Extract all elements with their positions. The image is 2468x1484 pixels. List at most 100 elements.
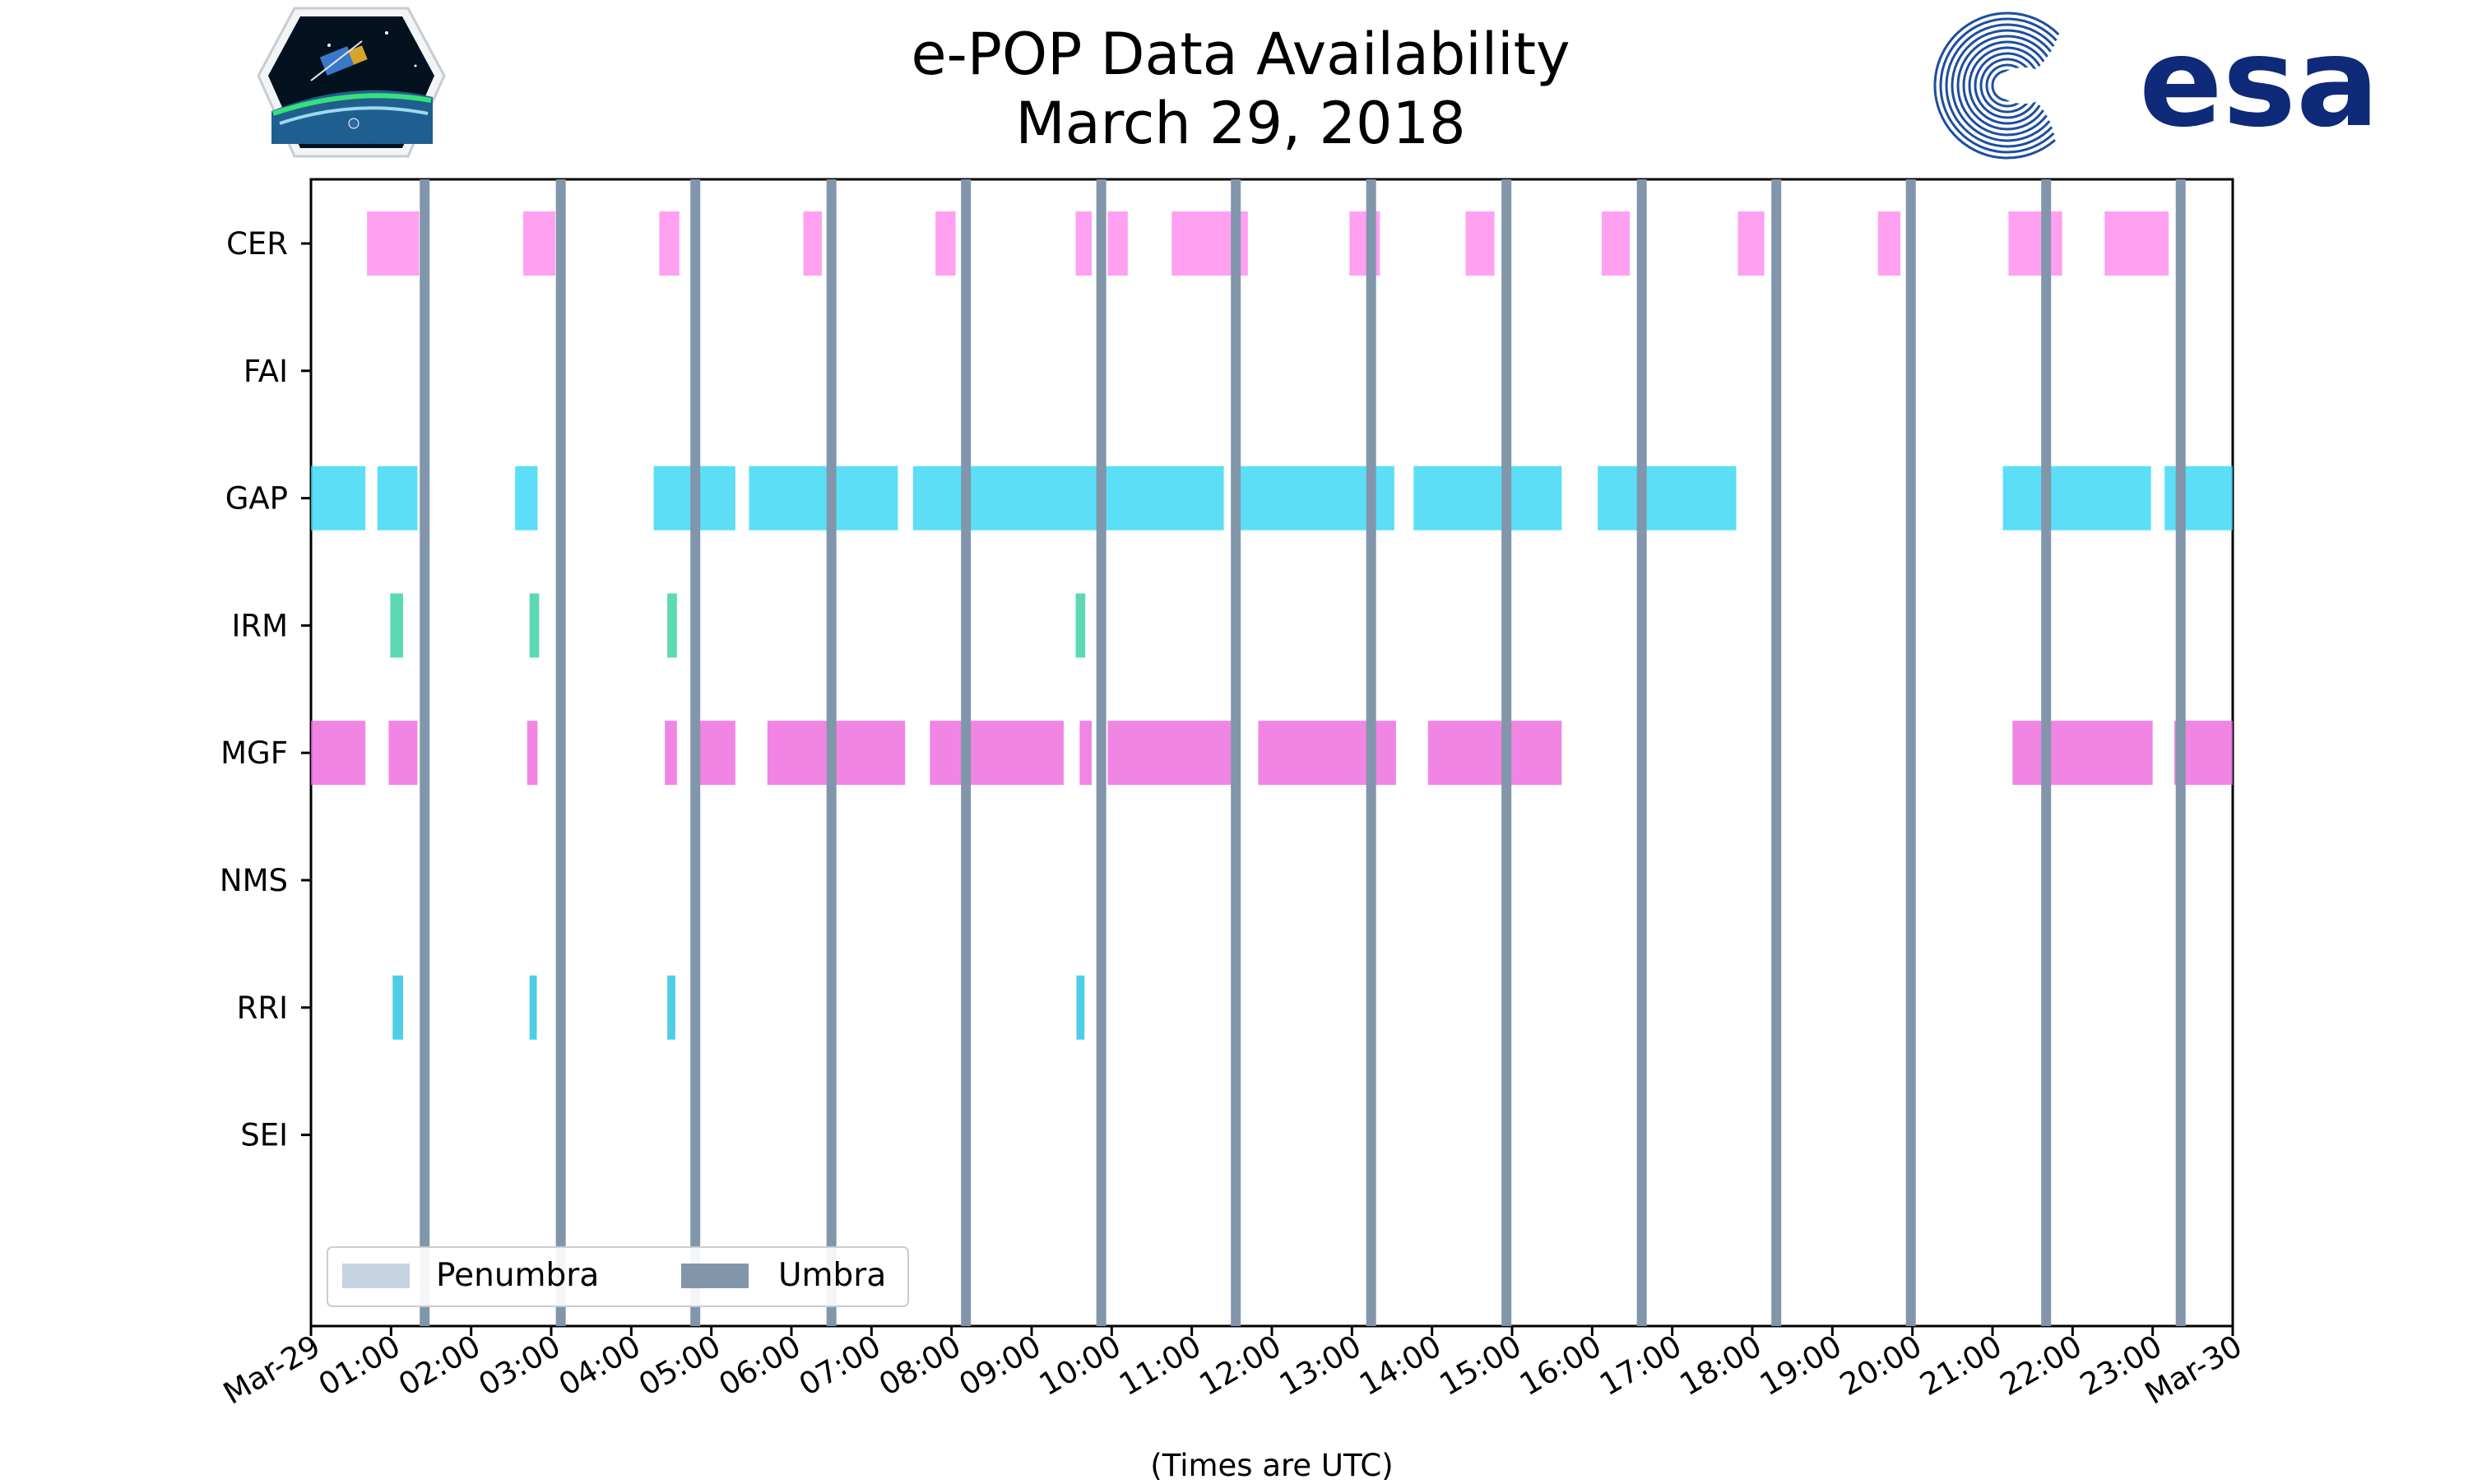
x-tick-label-2: 02:00 [392, 1329, 486, 1403]
bar-mgf-2 [527, 721, 538, 786]
y-tick-label-irm: IRM [231, 608, 288, 643]
x-axis: Mar-2901:0002:0003:0004:0005:0006:0007:0… [217, 1326, 2248, 1412]
bar-mgf-0 [311, 721, 366, 786]
bar-mgf-8 [1107, 721, 1232, 786]
umbra-line-12 [2041, 179, 2052, 1326]
umbra-line-7 [1366, 179, 1376, 1326]
bar-cer-13 [2008, 211, 2062, 276]
x-tick-label-12: 12:00 [1194, 1329, 1287, 1403]
esa-swirl-arc-6 [1956, 35, 2048, 137]
y-tick-label-rri: RRI [237, 990, 288, 1026]
x-tick-label-20: 20:00 [1834, 1329, 1928, 1403]
bar-cer-4 [935, 211, 956, 276]
umbra-line-0 [420, 179, 430, 1326]
x-tick-label-15: 15:00 [1434, 1329, 1528, 1403]
bar-gap-10 [2164, 466, 2233, 531]
y-tick-label-sei: SEI [240, 1118, 288, 1153]
bar-rri-0 [392, 975, 403, 1040]
umbra-line-11 [1905, 179, 1916, 1326]
bar-gap-5 [912, 466, 1224, 531]
bar-irm-3 [1075, 593, 1086, 658]
esa-swirl-arc-9 [1939, 17, 2057, 154]
x-tick-label-13: 13:00 [1273, 1329, 1367, 1403]
x-tick-label-6: 06:00 [713, 1329, 807, 1403]
cassiope-logo-text: CASSIOPE [329, 137, 373, 146]
esa-swirl-arc-4 [1968, 46, 2041, 125]
x-tick-label-5: 05:00 [633, 1329, 726, 1403]
availability-bars [311, 211, 2233, 1040]
legend-box [327, 1246, 909, 1307]
esa-swirl-arc-1 [1985, 63, 2028, 108]
esa-logo: esa [1933, 12, 2379, 160]
bar-gap-4 [749, 466, 898, 531]
x-tick-label-1: 01:00 [313, 1329, 406, 1403]
esa-swirl-arc-3 [1974, 52, 2037, 119]
x-tick-label-18: 18:00 [1674, 1329, 1768, 1403]
umbra-line-5 [1096, 179, 1106, 1326]
bar-mgf-4 [695, 721, 735, 786]
chart-title-line-1: e-POP Data Availability [911, 21, 1570, 88]
umbra-line-6 [1231, 179, 1241, 1326]
x-axis-label: (Times are UTC) [1150, 1448, 1393, 1481]
bar-irm-1 [529, 593, 540, 658]
esa-swirl-arc-8 [1945, 23, 2055, 148]
y-tick-label-mgf: MGF [220, 735, 288, 771]
x-tick-label-10: 10:00 [1033, 1329, 1127, 1403]
esa-swirl-arc-5 [1962, 40, 2045, 131]
bar-mgf-1 [388, 721, 418, 786]
bar-rri-3 [1076, 975, 1085, 1040]
umbra-line-1 [555, 179, 566, 1326]
umbra-line-8 [1501, 179, 1512, 1326]
umbra-line-4 [961, 179, 972, 1326]
bar-gap-1 [377, 466, 418, 531]
x-tick-label-21: 21:00 [1914, 1329, 2008, 1403]
bar-cer-12 [1877, 211, 1901, 276]
bar-gap-7 [1413, 466, 1562, 531]
bar-cer-11 [1737, 211, 1765, 276]
x-tick-label-22: 22:00 [1994, 1329, 2088, 1403]
legend-swatch-penumbra [342, 1264, 410, 1288]
y-tick-label-cer: CER [226, 226, 288, 262]
y-tick-label-fai: FAI [244, 354, 288, 389]
umbra-line-9 [1636, 179, 1647, 1326]
x-tick-label-4: 04:00 [553, 1329, 647, 1403]
bar-gap-8 [1598, 466, 1737, 531]
bar-mgf-10 [1427, 721, 1562, 786]
legend-label-umbra: Umbra [778, 1257, 886, 1294]
esa-swirl-mark [1933, 12, 2060, 160]
bar-cer-10 [1602, 211, 1631, 276]
x-tick-label-16: 16:00 [1514, 1329, 1607, 1403]
bar-mgf-3 [665, 721, 677, 786]
x-tick-label-3: 03:00 [473, 1329, 567, 1403]
x-tick-label-19: 19:00 [1754, 1329, 1848, 1403]
legend-swatch-umbra [681, 1264, 749, 1288]
x-tick-label-7: 07:00 [793, 1329, 887, 1403]
x-tick-label-9: 09:00 [953, 1329, 1047, 1403]
legend-label-penumbra: Penumbra [436, 1257, 599, 1294]
bar-irm-2 [667, 593, 677, 658]
umbra-line-10 [1771, 179, 1782, 1326]
chart-title-line-2: March 29, 2018 [1015, 90, 1465, 157]
bar-mgf-6 [930, 721, 1064, 786]
esa-logo-text: esa [2139, 12, 2379, 155]
bar-gap-0 [311, 466, 366, 531]
bar-cer-14 [2104, 211, 2169, 276]
bar-cer-6 [1107, 211, 1128, 276]
bar-irm-0 [390, 593, 403, 658]
bar-cer-3 [803, 211, 822, 276]
x-tick-label-8: 08:00 [873, 1329, 967, 1403]
bar-cer-0 [367, 211, 420, 276]
x-tick-label-11: 11:00 [1113, 1329, 1207, 1403]
cassiope-logo: CASSIOPE [257, 7, 446, 158]
umbra-line-13 [2175, 179, 2186, 1326]
bar-cer-2 [659, 211, 680, 276]
x-tick-label-0: Mar-29 [217, 1329, 326, 1412]
x-tick-label-17: 17:00 [1594, 1329, 1687, 1403]
bar-cer-9 [1465, 211, 1495, 276]
umbra-line-3 [826, 179, 837, 1326]
bar-rri-2 [667, 975, 675, 1040]
bar-cer-5 [1075, 211, 1092, 276]
bar-gap-9 [2002, 466, 2151, 531]
